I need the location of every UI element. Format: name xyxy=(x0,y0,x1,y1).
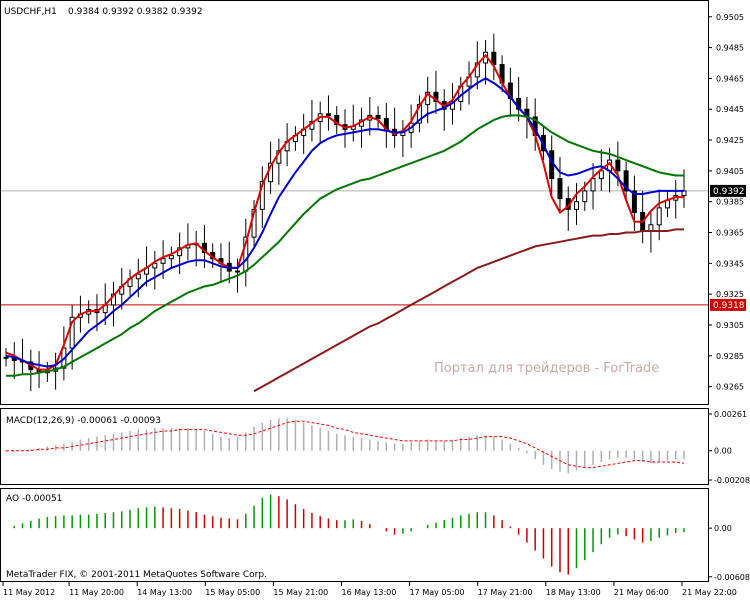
ao-title: AO -0.00051 xyxy=(6,494,62,504)
candle-body xyxy=(325,113,331,116)
macd-panel[interactable] xyxy=(0,408,709,485)
price-tick-label: 0.9405 xyxy=(716,167,744,176)
current-price-badge xyxy=(710,184,746,197)
ma-fast-line xyxy=(5,53,684,371)
price-tick-label: 0.9305 xyxy=(716,321,744,330)
symbol-title: USDCHF,H1 xyxy=(4,7,57,17)
ma-slow-line xyxy=(6,114,684,377)
candle-body xyxy=(160,258,166,264)
macd-histogram xyxy=(5,418,685,474)
candle-body xyxy=(582,190,588,203)
macd-tick-label: -0.00208 xyxy=(714,476,750,485)
ao-axis: 0.00 -0.00608 xyxy=(708,524,750,582)
price-tick-label: 0.9285 xyxy=(716,352,744,361)
candle-body xyxy=(631,190,637,213)
candle-body xyxy=(168,255,174,260)
time-tick-label: 21 May 22:00 xyxy=(682,588,737,597)
ao-tick-label: 0.00 xyxy=(714,524,732,533)
ohlc-values: 0.9384 0.9392 0.9382 0.9392 xyxy=(68,7,203,17)
candle-body xyxy=(177,247,183,257)
candle-body xyxy=(598,170,604,180)
candle-body xyxy=(375,114,381,119)
candle-body xyxy=(615,159,621,172)
price-tick-label: 0.9505 xyxy=(716,13,744,22)
candle-body xyxy=(557,178,563,200)
time-tick-label: 15 May 05:00 xyxy=(205,588,260,597)
ma-mid-line xyxy=(5,77,684,368)
time-tick-label: 11 May 20:00 xyxy=(69,588,124,597)
time-tick-label: 14 May 13:00 xyxy=(137,588,192,597)
time-tick-label: 17 May 05:00 xyxy=(410,588,465,597)
candle-body xyxy=(574,201,580,210)
candle-body xyxy=(110,293,116,306)
macd-tick-label: 0.00261 xyxy=(714,410,747,419)
level-price-label: 0.9318 xyxy=(713,301,745,311)
price-tick-label: 0.9365 xyxy=(716,229,744,238)
time-axis: 11 May 2012 11 May 20:00 14 May 13:00 15 Ma… xyxy=(2,582,737,597)
time-tick-label: 15 May 21:00 xyxy=(273,588,328,597)
footer-copyright: MetaTrader FIX, © 2001-2011 MetaQuotes S… xyxy=(6,570,267,580)
price-tick-label: 0.9445 xyxy=(716,105,744,114)
price-tick-label: 0.9425 xyxy=(716,136,744,145)
watermark: Портал для трейдеров - ForTrade xyxy=(434,361,659,376)
candle-body xyxy=(449,101,455,110)
candle-body xyxy=(623,170,629,192)
candle-body xyxy=(235,270,241,273)
price-axis: 0.9505 0.9485 0.9465 0.9445 0.9425 0.9405 0.93… xyxy=(708,13,744,392)
price-tick-label: 0.9345 xyxy=(716,259,744,268)
macd-tick-label: 0.00 xyxy=(714,447,732,456)
candle-body xyxy=(590,178,596,192)
candle-body xyxy=(474,62,480,78)
candle-body xyxy=(3,356,9,359)
price-tick-label: 0.9485 xyxy=(716,44,744,53)
time-tick-label: 16 May 13:00 xyxy=(342,588,397,597)
candle-body xyxy=(656,207,662,226)
ao-tick-label: -0.00608 xyxy=(714,573,750,582)
price-tick-label: 0.9325 xyxy=(716,290,744,299)
time-tick-label: 18 May 13:00 xyxy=(546,588,601,597)
macd-signal-line xyxy=(6,420,685,469)
price-tick-label: 0.9265 xyxy=(716,383,744,392)
macd-axis: 0.00261 0.00 -0.00208 xyxy=(708,410,750,485)
moving-averages xyxy=(5,53,684,393)
level-price-badge xyxy=(710,298,746,311)
macd-title: MACD(12,26,9) -0.00061 -0.00093 xyxy=(6,416,161,426)
ao-panel[interactable] xyxy=(0,488,709,582)
candle-body xyxy=(135,273,141,280)
price-tick-label: 0.9385 xyxy=(716,198,744,207)
candle-body xyxy=(433,91,439,103)
current-price-label: 0.9392 xyxy=(713,187,745,197)
time-tick-label: 17 May 21:00 xyxy=(478,588,533,597)
price-panel[interactable] xyxy=(0,0,709,405)
candle-body xyxy=(259,181,265,210)
price-tick-label: 0.9465 xyxy=(716,74,744,83)
candle-body xyxy=(334,114,340,126)
ao-histogram xyxy=(13,494,685,575)
candle-body xyxy=(152,262,158,269)
time-tick-label: 11 May 2012 xyxy=(3,588,55,597)
time-tick-label: 21 May 06:00 xyxy=(614,588,669,597)
ma-long-line xyxy=(253,228,684,393)
